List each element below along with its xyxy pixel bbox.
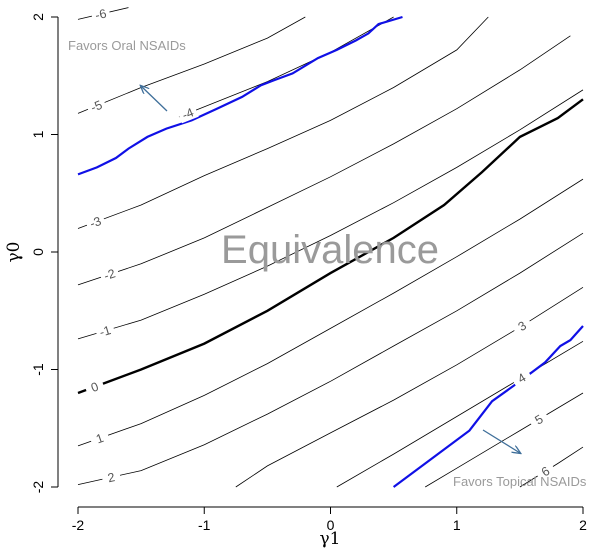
contour-line--2 (77, 35, 571, 286)
contour-label-group-2: 2 (100, 468, 122, 486)
contour-label-bg (527, 408, 551, 430)
boundary-curve-2 (392, 325, 584, 488)
x-tick-label: 0 (327, 517, 335, 533)
contour-label-2: 2 (106, 470, 116, 485)
contour-label-group-5: 5 (527, 408, 551, 430)
contour-label-bg (84, 212, 107, 232)
contour-label--6: -6 (94, 6, 108, 22)
contour-line-6 (519, 446, 584, 488)
contour-label-group--4: -4 (176, 103, 199, 124)
contour-label-bg (510, 367, 533, 389)
contour-label-group-4: 4 (510, 367, 533, 389)
contour-line--1 (77, 89, 584, 340)
contour-label-bg (90, 5, 112, 23)
contour-label-bg (98, 264, 121, 284)
boundary-curve-1 (77, 15, 403, 176)
contour-line-5 (424, 392, 584, 488)
y-tick-label: 1 (30, 130, 46, 138)
x-tick-label: -2 (72, 517, 85, 533)
contour-line-0 (77, 98, 584, 395)
y-axis-title: γ0 (4, 242, 24, 263)
contour-label-bg (85, 96, 108, 116)
contour-lines (77, 7, 584, 488)
contour-label-0: 0 (89, 379, 100, 395)
favors-topical-label: Favors Topical NSAIDs (453, 474, 587, 489)
arrow-topical-icon (482, 429, 520, 453)
x-tick-label: 1 (453, 517, 461, 533)
contour-line--3 (77, 16, 489, 229)
contour-label-bg (510, 315, 534, 337)
contour-label--1: -1 (98, 323, 113, 340)
x-axis-title: γ1 (320, 529, 341, 549)
arrow-oral-icon (141, 86, 168, 112)
x-tick-label: -1 (198, 517, 211, 533)
y-tick-label: -2 (30, 481, 46, 494)
contour-label-bg (94, 321, 116, 341)
contour-label-group-6: 6 (533, 460, 557, 482)
contour-level-labels: -6 -5 -4 -3 -2 -1 0 1 2 3 4 5 6 (83, 5, 557, 486)
y-tick-label: 0 (30, 248, 46, 256)
equivalence-label: Equivalence (221, 228, 439, 272)
contour-line--5 (77, 16, 306, 114)
contour-label-group--3: -3 (84, 212, 107, 232)
contour-label--5: -5 (89, 98, 105, 115)
y-tick-label: -1 (30, 363, 46, 376)
x-ticks: -2 -1 0 1 2 (72, 507, 587, 533)
contour-label-bg (533, 460, 557, 482)
contour-line--4 (178, 16, 394, 118)
y-axis-title-text: γ0 (4, 242, 24, 263)
x-tick-label: 2 (579, 517, 587, 533)
y-ticks: -2 -1 0 1 2 (30, 13, 58, 493)
contour-label--3: -3 (88, 214, 103, 231)
contour-line-1 (77, 178, 584, 447)
x-axis-title-text: γ1 (320, 529, 341, 549)
contour-label-group--5: -5 (85, 96, 108, 116)
contour-label-1: 1 (94, 431, 105, 447)
contour-label-bg (83, 377, 106, 397)
contour-line-2 (77, 232, 584, 485)
contour-line-3 (235, 286, 584, 488)
contour-label--4: -4 (180, 105, 196, 122)
contour-label--2: -2 (102, 266, 117, 283)
contour-label-bg (176, 103, 199, 124)
contour-label-group-3: 3 (510, 315, 534, 337)
contour-label-group-1: 1 (88, 428, 111, 448)
y-tick-label: 2 (30, 13, 46, 21)
contour-label-bg (88, 428, 111, 448)
contour-label-bg (100, 468, 122, 486)
contour-label-group--6: -6 (90, 5, 112, 23)
contour-label-group--2: -2 (98, 264, 121, 284)
contour-label-group-0: 0 (83, 377, 106, 397)
contour-label-group--1: -1 (94, 321, 116, 341)
favors-oral-label: Favors Oral NSAIDs (68, 38, 186, 53)
